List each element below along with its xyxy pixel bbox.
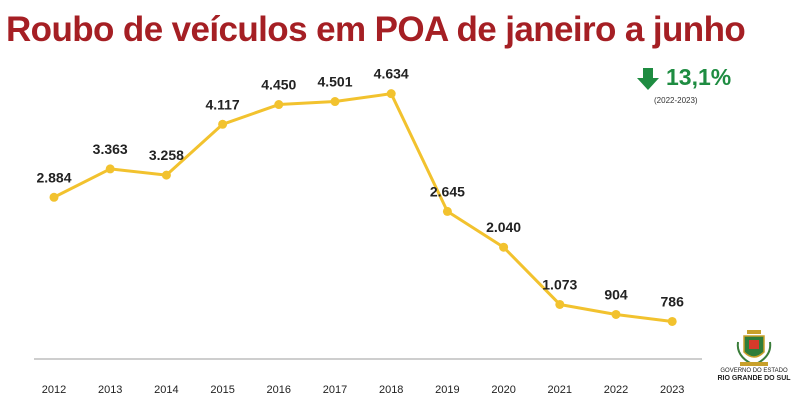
arrow-down-icon [637,68,659,90]
x-tick-2019: 2019 [435,384,459,396]
data-point-2021 [555,299,565,309]
data-point-2016 [274,100,284,110]
data-point-2013 [105,164,115,174]
data-point-2012 [49,192,59,202]
data-label-2020: 2.040 [486,219,521,235]
data-label-2019: 2.645 [430,183,465,199]
data-label-2014: 3.258 [149,147,184,163]
change-indicator: 13,1% (2022-2023) [632,64,744,112]
logo-text-line2: RIO GRANDE DO SUL [717,375,791,382]
data-label-2015: 4.117 [205,96,239,112]
x-tick-2012: 2012 [42,384,66,396]
data-point-2022 [611,309,621,319]
change-value: 13,1% [666,64,732,90]
data-label-2018: 4.634 [374,66,409,82]
logo-text-line1: GOVERNO DO ESTADO [720,368,788,374]
data-point-2015 [218,119,228,129]
x-tick-2022: 2022 [604,384,628,396]
data-label-2013: 3.363 [93,141,128,157]
data-label-2016: 4.450 [261,77,296,93]
data-point-2018 [386,89,396,99]
coat-of-arms-icon [736,330,772,366]
x-tick-2017: 2017 [323,384,347,396]
data-label-2022: 904 [604,286,628,302]
x-tick-2018: 2018 [379,384,403,396]
data-point-2019 [442,206,452,216]
data-point-2023 [667,316,677,326]
x-tick-2016: 2016 [267,384,291,396]
government-logo: GOVERNO DO ESTADO RIO GRANDE DO SUL [716,328,792,390]
data-point-2017 [330,97,340,107]
x-tick-2014: 2014 [154,384,178,396]
x-tick-2013: 2013 [98,384,122,396]
data-label-2021: 1.073 [542,276,577,292]
x-tick-2023: 2023 [660,384,684,396]
data-point-2014 [161,170,171,180]
data-label-2012: 2.884 [36,169,71,185]
data-label-2023: 786 [661,293,685,309]
data-label-2017: 4.501 [317,74,352,90]
x-tick-2020: 2020 [491,384,515,396]
chart-title: Roubo de veículos em POA de janeiro a ju… [6,10,746,49]
x-tick-2021: 2021 [548,384,572,396]
data-point-2020 [499,242,509,252]
series-line [53,92,673,323]
x-tick-2015: 2015 [210,384,234,396]
change-period: (2022-2023) [654,96,698,105]
